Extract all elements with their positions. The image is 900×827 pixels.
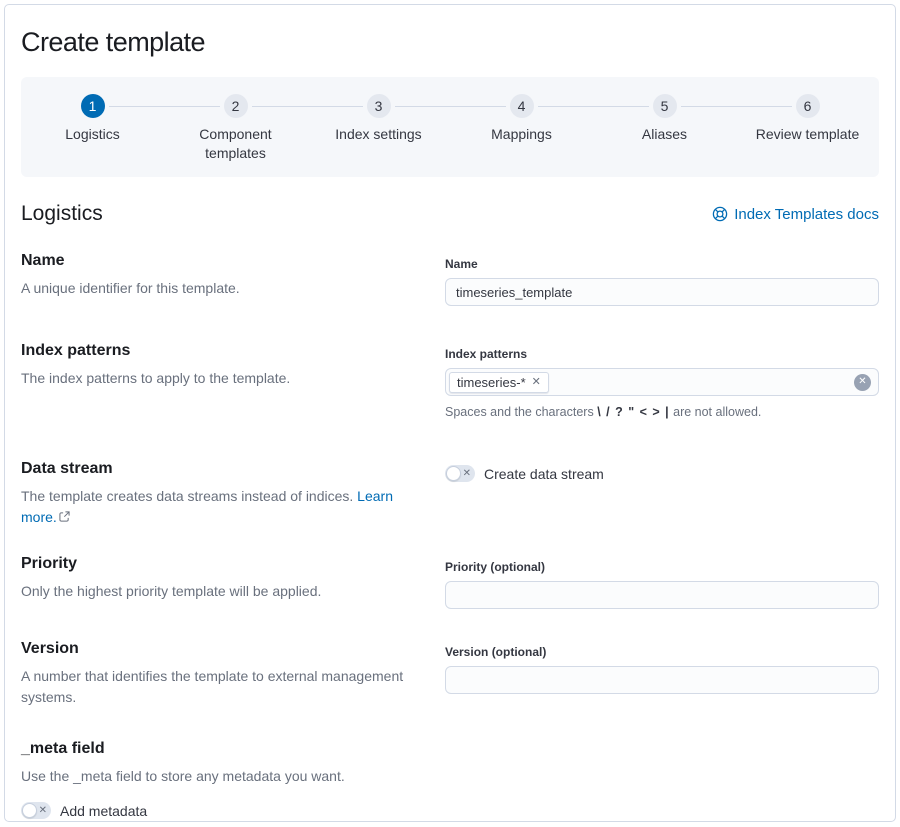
section-title: Logistics [21, 202, 103, 225]
version-row-description: A number that identifies the template to… [21, 668, 404, 705]
external-link-icon [59, 507, 70, 528]
step-review-template[interactable]: 6 Review template [736, 94, 879, 163]
create-data-stream-toggle[interactable]: ✕ [445, 465, 475, 482]
index-patterns-row-description: The index patterns to apply to the templ… [21, 370, 291, 386]
meta-field-row-description: Use the _meta field to store any metadat… [21, 768, 345, 784]
toggle-thumb [446, 466, 461, 481]
remove-pill-icon[interactable]: ✕ [531, 375, 541, 388]
data-stream-row-title: Data stream [21, 460, 113, 477]
index-templates-docs-link[interactable]: Index Templates docs [712, 206, 879, 223]
index-pattern-pill-label: timeseries-* [457, 374, 526, 390]
version-row-title: Version [21, 640, 79, 657]
index-patterns-field-label: Index patterns [445, 347, 528, 361]
clear-combobox-icon[interactable]: ✕ [854, 373, 871, 391]
step-aliases[interactable]: 5 Aliases [593, 94, 736, 163]
name-row-title: Name [21, 252, 65, 269]
step-number: 3 [366, 94, 391, 118]
version-field-label: Version (optional) [445, 645, 547, 659]
step-number: 4 [509, 94, 534, 118]
form-row-data-stream: Data stream The template creates data st… [21, 457, 879, 528]
name-row-description: A unique identifier for this template. [21, 280, 240, 296]
life-ring-icon [712, 206, 728, 222]
step-logistics[interactable]: 1 Logistics [21, 94, 164, 163]
step-number: 1 [80, 94, 105, 118]
step-label: Component templates [199, 126, 272, 161]
step-label: Logistics [65, 126, 120, 142]
step-mappings[interactable]: 4 Mappings [450, 94, 593, 163]
priority-row-title: Priority [21, 555, 78, 572]
priority-input[interactable] [445, 581, 879, 609]
add-metadata-label: Add metadata [60, 802, 148, 819]
learn-more-link[interactable]: Learn more. [21, 488, 393, 525]
step-number: 5 [652, 94, 677, 118]
step-index-settings[interactable]: 3 Index settings [307, 94, 450, 163]
form-row-meta-field: _meta field Use the _meta field to store… [21, 737, 879, 819]
disallowed-characters: \ / ? " < > | [597, 405, 670, 419]
toggle-off-icon: ✕ [38, 804, 47, 816]
priority-row-description: Only the highest priority template will … [21, 583, 322, 599]
wizard-stepper: 1 Logistics 2 Component templates 3 Inde… [21, 77, 879, 177]
meta-field-row-title: _meta field [21, 740, 105, 757]
index-pattern-pill: timeseries-* ✕ [449, 371, 549, 393]
add-metadata-toggle[interactable]: ✕ [21, 802, 51, 819]
toggle-thumb [22, 803, 37, 818]
step-number: 2 [223, 94, 248, 118]
page-title: Create template [21, 27, 206, 57]
step-component-templates[interactable]: 2 Component templates [164, 94, 307, 163]
step-label: Aliases [641, 126, 688, 142]
create-data-stream-label: Create data stream [484, 465, 604, 482]
index-patterns-help-text: Spaces and the characters \ / ? " < > | … [445, 405, 762, 419]
toggle-off-icon: ✕ [462, 467, 471, 479]
step-label: Review template [755, 126, 860, 142]
step-number: 6 [795, 94, 820, 118]
create-template-panel: Create template 1 Logistics 2 Component … [4, 4, 896, 822]
index-patterns-combobox[interactable]: timeseries-* ✕ ✕ [445, 368, 879, 396]
name-field-label: Name [445, 257, 478, 271]
priority-field-label: Priority (optional) [445, 560, 545, 574]
form-row-priority: Priority Only the highest priority templ… [21, 552, 879, 609]
form-row-version: Version A number that identifies the tem… [21, 637, 879, 708]
data-stream-row-description: The template creates data streams instea… [21, 486, 427, 528]
form-row-index-patterns: Index patterns The index patterns to app… [21, 339, 879, 421]
name-input[interactable] [445, 278, 879, 306]
index-patterns-row-title: Index patterns [21, 342, 131, 359]
docs-link-label: Index Templates docs [734, 205, 879, 223]
step-label: Index settings [335, 126, 422, 142]
step-label: Mappings [491, 126, 552, 142]
version-input[interactable] [445, 666, 879, 694]
form-row-name: Name A unique identifier for this templa… [21, 249, 879, 306]
